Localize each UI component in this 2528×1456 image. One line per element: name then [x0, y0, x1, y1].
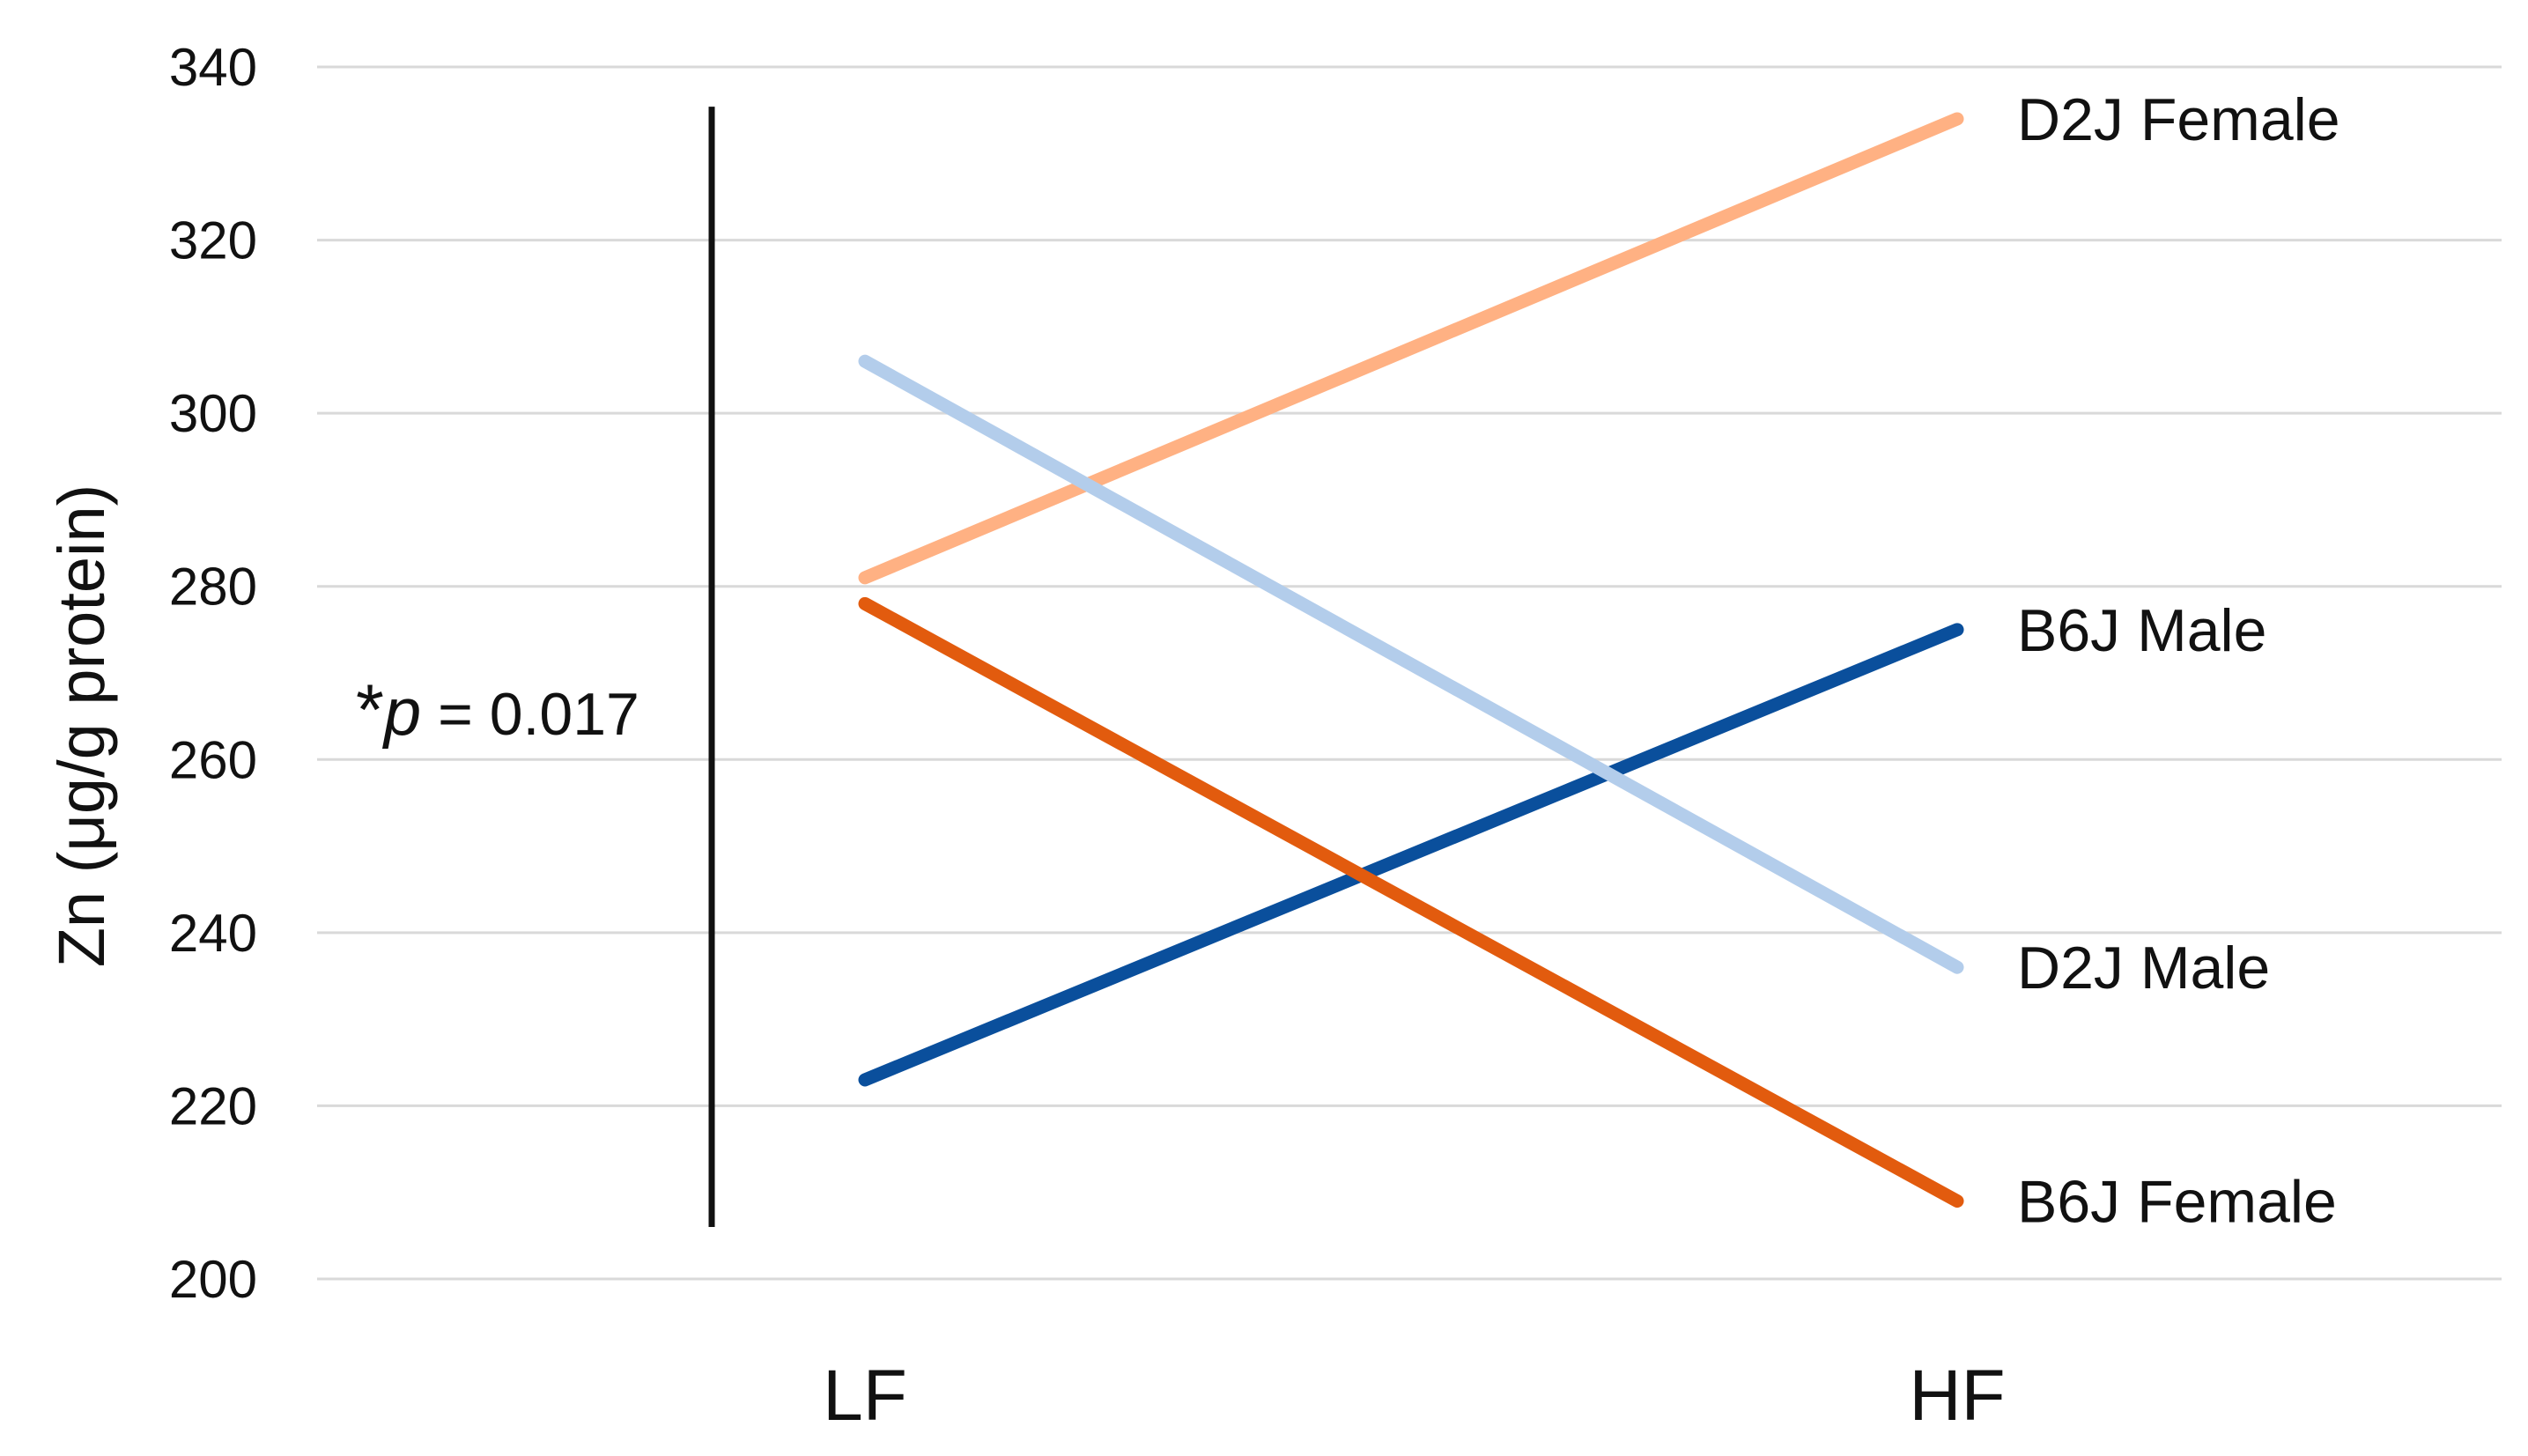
series-label-d2j-female: D2J Female — [2017, 86, 2340, 153]
y-axis-ticks: 200 220 240 260 280 300 320 340 — [169, 38, 257, 1309]
significance-label: *p = 0.017 — [356, 670, 639, 750]
y-tick-label: 300 — [169, 384, 257, 443]
series-lines — [858, 112, 1964, 1208]
series-line-d2j-female — [858, 112, 1964, 585]
y-tick-label: 240 — [169, 904, 257, 963]
series-line-b6j-female — [858, 596, 1964, 1208]
series-line-d2j-male — [858, 354, 1964, 974]
significance-star: * — [356, 670, 384, 750]
y-tick-label: 260 — [169, 730, 257, 789]
y-tick-label: 220 — [169, 1076, 257, 1135]
p-symbol: p — [382, 675, 421, 750]
y-tick-label: 320 — [169, 211, 257, 270]
gridlines — [317, 65, 2502, 1281]
series-label-b6j-female: B6J Female — [2017, 1169, 2337, 1236]
p-value: = 0.017 — [421, 681, 639, 748]
significance-annotation: *p = 0.017 — [356, 107, 715, 1228]
y-axis-label: Zn (μg/g protein) — [45, 484, 118, 968]
y-tick-label: 280 — [169, 558, 257, 617]
series-line-b6j-male — [858, 623, 1964, 1087]
series-labels: D2J Female B6J Male D2J Male B6J Female — [2017, 86, 2340, 1236]
x-axis-ticks: LF HF — [823, 1356, 2006, 1436]
y-tick-label: 200 — [169, 1250, 257, 1309]
series-label-d2j-male: D2J Male — [2017, 935, 2270, 1001]
x-tick-label: LF — [823, 1356, 907, 1436]
x-tick-label: HF — [1909, 1356, 2005, 1436]
series-label-b6j-male: B6J Male — [2017, 597, 2266, 664]
y-tick-label: 340 — [169, 38, 257, 97]
